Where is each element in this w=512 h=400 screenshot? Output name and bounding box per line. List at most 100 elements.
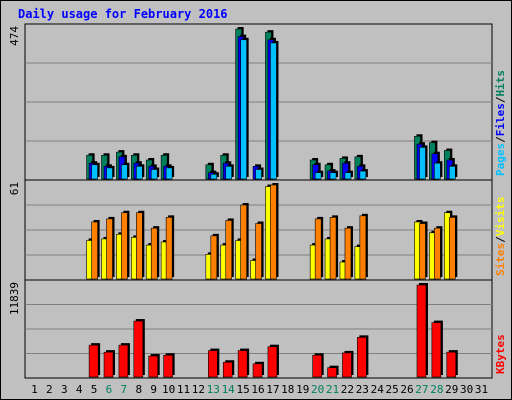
bar-kbytes-day-29 (446, 351, 457, 378)
bar-pages-day-9 (150, 169, 158, 180)
bar-sites-day-6 (106, 218, 113, 280)
x-tick-label-22: 22 (341, 383, 354, 396)
bar-pages-day-21 (329, 172, 337, 180)
x-tick-label-5: 5 (91, 383, 98, 396)
bar-pages-day-13 (210, 173, 218, 180)
x-tick-label-20: 20 (311, 383, 324, 396)
bar-pages-day-10 (165, 167, 173, 180)
legend-files: Files (494, 103, 507, 136)
bar-pages-day-22 (344, 172, 352, 180)
bar-kbytes-day-14 (222, 361, 233, 378)
bar-sites-day-16 (255, 223, 262, 280)
bar-kbytes-day-13 (208, 350, 218, 378)
y-max-label-middle: 61 (8, 182, 21, 195)
legend-kbytes: KBytes (494, 334, 507, 374)
x-tick-label-2: 2 (46, 383, 53, 396)
bar-sites-day-5 (91, 221, 98, 280)
bar-kbytes-day-6 (103, 351, 114, 378)
bar-kbytes-day-23 (357, 337, 367, 378)
x-tick-label-11: 11 (177, 383, 190, 396)
bar-kbytes-day-15 (237, 350, 248, 378)
bar-sites-day-10 (165, 217, 173, 280)
bar-sites-day-20 (314, 218, 322, 280)
x-tick-label-12: 12 (192, 383, 205, 396)
bar-pages-day-16 (255, 169, 262, 180)
x-tick-label-21: 21 (326, 383, 339, 396)
bar-sites-day-15 (240, 204, 247, 280)
x-tick-label-23: 23 (356, 383, 369, 396)
bar-pages-day-17 (270, 42, 277, 180)
x-tick-label-26: 26 (400, 383, 413, 396)
bar-kbytes-day-21 (327, 367, 337, 378)
x-tick-label-28: 28 (430, 383, 443, 396)
x-tick-label-3: 3 (61, 383, 68, 396)
x-tick-label-27: 27 (415, 383, 428, 396)
x-tick-label-16: 16 (251, 383, 264, 396)
legend-pages: Pages (494, 143, 507, 176)
chart-title: Daily usage for February 2016 (18, 7, 228, 21)
legend-separator: / (494, 236, 507, 243)
bar-kbytes-day-20 (312, 354, 322, 378)
bar-pages-day-6 (106, 167, 113, 180)
bar-sites-day-9 (150, 227, 158, 280)
bar-kbytes-day-10 (163, 354, 173, 378)
bar-pages-day-29 (448, 166, 456, 180)
bar-pages-day-23 (359, 170, 367, 180)
x-tick-label-7: 7 (121, 383, 128, 396)
x-tick-label-31: 31 (475, 383, 488, 396)
x-tick-label-24: 24 (371, 383, 385, 396)
bar-kbytes-day-17 (267, 346, 278, 378)
legend-separator: / (494, 96, 507, 103)
legend-top: Pages/Files/Hits (494, 70, 507, 176)
bar-sites-day-8 (136, 212, 143, 280)
x-tick-label-17: 17 (266, 383, 279, 396)
y-max-label-bottom: 11839 (8, 282, 21, 315)
x-tick-label-8: 8 (135, 383, 142, 396)
bar-sites-day-29 (448, 217, 456, 280)
x-tick-label-9: 9 (150, 383, 157, 396)
bar-pages-day-7 (121, 164, 128, 180)
bar-pages-day-14 (225, 166, 233, 180)
legend-separator: / (494, 136, 507, 143)
x-tick-label-14: 14 (222, 383, 236, 396)
y-max-label-top: 474 (8, 26, 21, 46)
bar-sites-day-17 (270, 184, 277, 280)
x-tick-label-10: 10 (162, 383, 175, 396)
bar-pages-day-5 (91, 164, 98, 180)
x-tick-label-18: 18 (281, 383, 294, 396)
legend-bottom: KBytes (494, 334, 507, 374)
x-tick-label-1: 1 (31, 383, 38, 396)
bar-kbytes-day-9 (148, 355, 159, 378)
bar-sites-day-27 (419, 223, 426, 280)
bar-sites-day-22 (344, 227, 352, 280)
legend-middle: Sites/Visits (494, 197, 507, 277)
bar-pages-day-15 (240, 39, 247, 180)
bar-sites-day-13 (210, 235, 218, 280)
bar-sites-day-28 (434, 227, 441, 280)
bar-kbytes-day-16 (252, 363, 263, 378)
bar-kbytes-day-28 (431, 322, 442, 378)
legend-sites: Sites (494, 243, 507, 276)
x-tick-label-13: 13 (207, 383, 220, 396)
bar-sites-day-7 (121, 212, 128, 280)
bar-kbytes-day-22 (342, 352, 352, 378)
x-tick-label-25: 25 (386, 383, 399, 396)
x-tick-label-6: 6 (106, 383, 113, 396)
bar-sites-day-23 (359, 215, 367, 280)
x-tick-label-4: 4 (76, 383, 83, 396)
bar-kbytes-day-8 (133, 320, 144, 378)
legend-hits: Hits (494, 70, 507, 97)
x-tick-label-15: 15 (236, 383, 249, 396)
bar-sites-day-21 (329, 217, 337, 280)
bar-kbytes-day-7 (118, 344, 129, 378)
x-tick-label-19: 19 (296, 383, 309, 396)
legend-visits: Visits (494, 197, 507, 237)
x-tick-label-30: 30 (460, 383, 473, 396)
bar-pages-day-27 (419, 147, 426, 180)
bar-kbytes-day-5 (88, 344, 99, 378)
bar-kbytes-day-27 (416, 284, 427, 378)
bar-pages-day-20 (314, 172, 322, 180)
bar-pages-day-8 (136, 166, 143, 180)
bar-sites-day-14 (225, 220, 233, 280)
